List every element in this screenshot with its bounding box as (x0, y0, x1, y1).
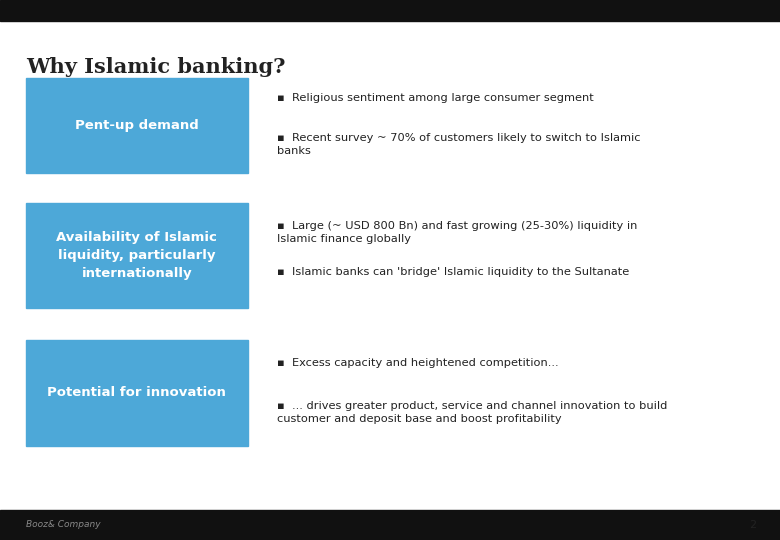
Text: ▪  Recent survey ~ 70% of customers likely to switch to Islamic
banks: ▪ Recent survey ~ 70% of customers likel… (277, 133, 640, 156)
Text: ▪  Religious sentiment among large consumer segment: ▪ Religious sentiment among large consum… (277, 93, 594, 103)
Text: Potential for innovation: Potential for innovation (48, 386, 226, 400)
Text: ▪  ... drives greater product, service and channel innovation to build
customer : ▪ ... drives greater product, service an… (277, 401, 667, 424)
Text: Pent-up demand: Pent-up demand (75, 119, 199, 132)
Text: Availability of Islamic
liquidity, particularly
internationally: Availability of Islamic liquidity, parti… (56, 231, 218, 280)
Text: ▪  Excess capacity and heightened competition...: ▪ Excess capacity and heightened competi… (277, 358, 558, 368)
Text: Booz& Company: Booz& Company (26, 521, 101, 529)
Text: ▪  Large (~ USD 800 Bn) and fast growing (25-30%) liquidity in
Islamic finance g: ▪ Large (~ USD 800 Bn) and fast growing … (277, 221, 637, 244)
Text: Why Islamic banking?: Why Islamic banking? (26, 57, 285, 77)
Text: 2: 2 (750, 520, 757, 530)
Text: ▪  Islamic banks can 'bridge' Islamic liquidity to the Sultanate: ▪ Islamic banks can 'bridge' Islamic liq… (277, 267, 629, 278)
